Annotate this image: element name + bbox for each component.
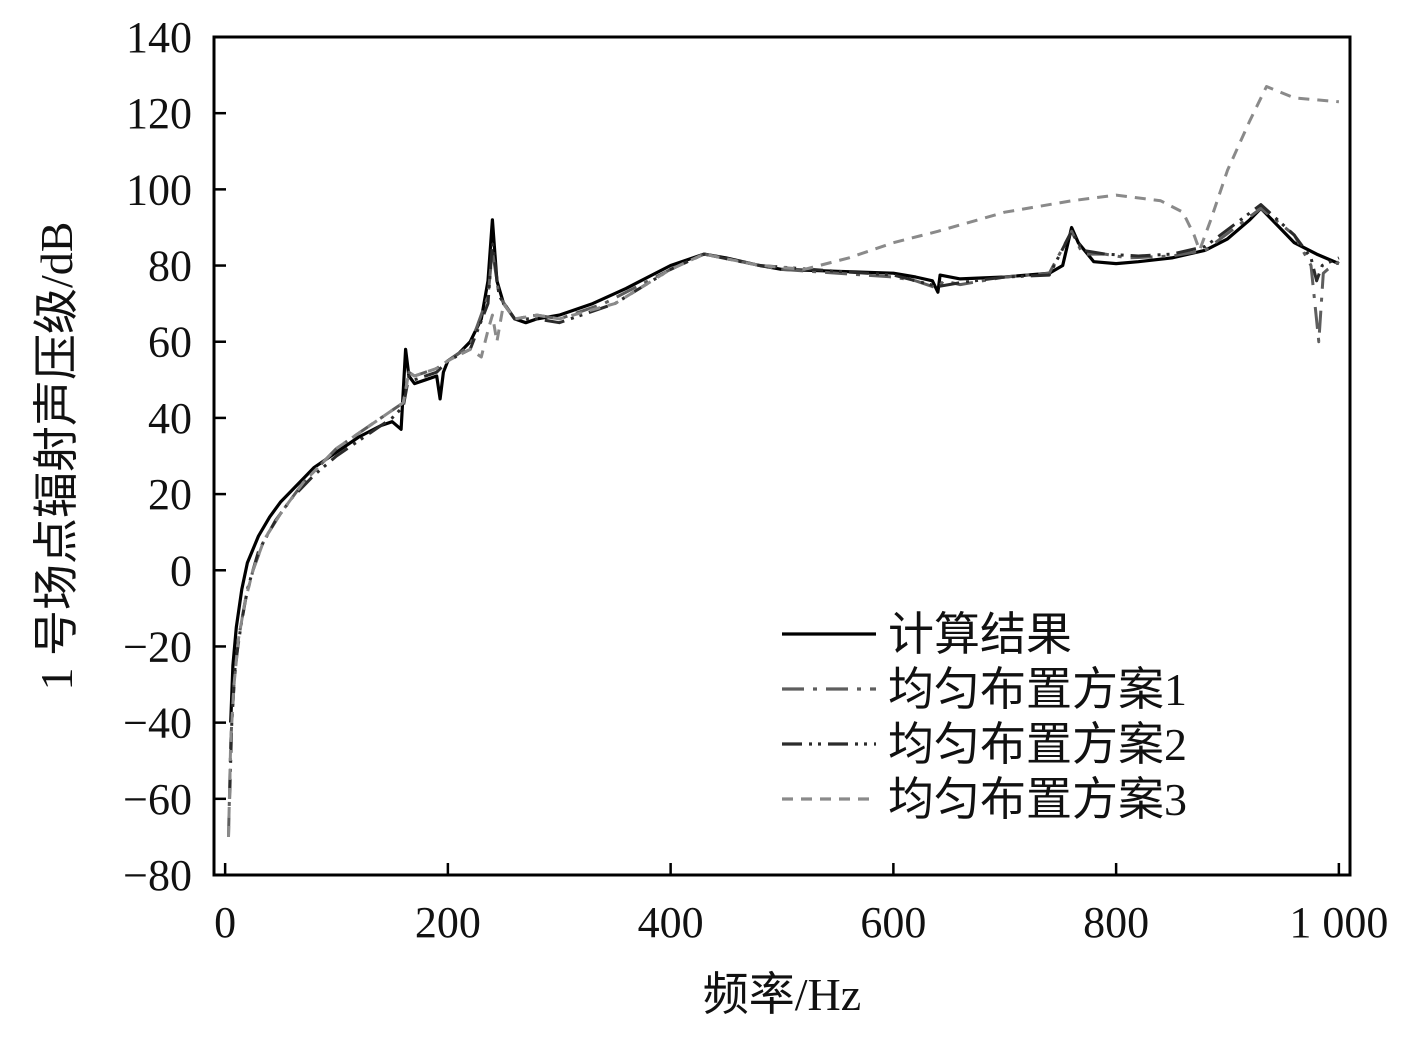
series-line-3 (228, 203, 1340, 799)
y-tick-label: 0 (170, 546, 192, 595)
x-tick-label: 400 (638, 898, 704, 947)
legend-label-4: 均匀布置方案3 (888, 774, 1187, 825)
y-tick-label: 80 (148, 242, 192, 291)
series-layer (227, 85, 1340, 837)
legend-label-3: 均匀布置方案2 (888, 719, 1187, 770)
x-tick-label: 600 (860, 898, 926, 947)
y-tick-label: −60 (123, 775, 192, 824)
legend-label-1: 计算结果 (888, 609, 1072, 660)
y-tick-label: 40 (148, 394, 192, 443)
y-tick-label: 60 (148, 318, 192, 367)
y-tick-label: 140 (126, 13, 192, 62)
y-tick-label: 120 (126, 89, 192, 138)
x-tick-label: 1 000 (1289, 898, 1388, 947)
x-tick-label: 800 (1083, 898, 1149, 947)
y-tick-label: −40 (123, 699, 192, 748)
series-line-4 (227, 85, 1340, 837)
y-tick-label: 100 (126, 165, 192, 214)
plot-frame (212, 35, 1352, 877)
ticks-layer: 0 200 400 600 800 1 000 −80 −60 −40 −20 0 20 40 60 80 1… (123, 13, 1388, 947)
y-axis-label: 1 号场点辐射声压级/dB (31, 222, 82, 691)
series-line-2 (227, 206, 1340, 837)
y-tick-label: 20 (148, 470, 192, 519)
y-tick-label: −20 (123, 622, 192, 671)
x-tick-label: 200 (415, 898, 481, 947)
legend-label-2: 均匀布置方案1 (888, 664, 1187, 715)
x-tick-label: 0 (214, 898, 236, 947)
x-axis-label: 频率/Hz (703, 969, 861, 1020)
y-tick-label: −80 (123, 851, 192, 900)
